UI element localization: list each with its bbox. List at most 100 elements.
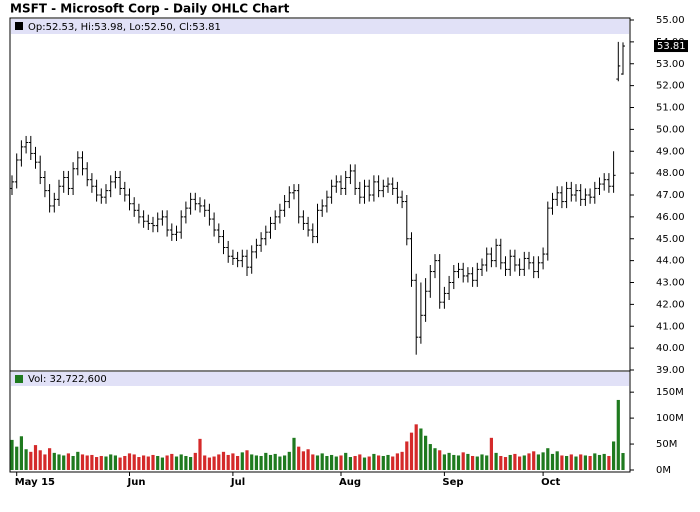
price-info: Op:52.53, Hi:53.98, Lo:52.50, Cl:53.81 bbox=[28, 22, 221, 33]
volume-bar bbox=[113, 455, 117, 470]
volume-bar bbox=[90, 454, 94, 470]
volume-bar bbox=[226, 454, 230, 470]
y-tick-label: 49.00 bbox=[656, 146, 685, 157]
y-tick-label: 50.00 bbox=[656, 124, 685, 135]
volume-bar bbox=[621, 453, 625, 470]
y-tick-label: 100M bbox=[656, 413, 684, 424]
volume-bar bbox=[325, 455, 329, 470]
volume-bar bbox=[189, 457, 193, 470]
volume-bar bbox=[104, 456, 108, 470]
price-panel bbox=[9, 17, 631, 372]
volume-bar bbox=[85, 455, 89, 470]
volume-bar bbox=[339, 455, 343, 470]
y-tick-label: 150M bbox=[656, 387, 684, 398]
y-tick-label: 51.00 bbox=[656, 103, 685, 114]
volume-bar bbox=[381, 455, 385, 470]
volume-bar bbox=[315, 455, 320, 470]
volume-bar bbox=[301, 451, 305, 470]
volume-bar bbox=[320, 453, 324, 470]
volume-bar bbox=[71, 455, 75, 470]
volume-bar bbox=[588, 455, 592, 470]
volume-bar bbox=[475, 456, 479, 470]
volume-bar bbox=[527, 453, 531, 470]
volume-bar bbox=[574, 456, 578, 470]
volume-bar bbox=[245, 450, 249, 470]
y-tick-label: 55.00 bbox=[656, 15, 685, 26]
volume-bar bbox=[99, 455, 103, 470]
volume-bar bbox=[311, 454, 315, 470]
volume-bar bbox=[165, 455, 169, 470]
volume-bar bbox=[560, 455, 564, 470]
volume-bar bbox=[212, 456, 216, 470]
volume-bar bbox=[29, 451, 33, 470]
volume-bar bbox=[541, 452, 545, 470]
volume-bar bbox=[203, 455, 207, 470]
volume-bar bbox=[386, 454, 390, 470]
volume-bar bbox=[62, 455, 66, 470]
volume-bar bbox=[593, 453, 597, 470]
volume-bar bbox=[358, 454, 362, 470]
volume-bar bbox=[522, 455, 526, 470]
volume-bar bbox=[471, 455, 475, 470]
volume-bar bbox=[513, 453, 517, 470]
volume-bar bbox=[123, 455, 127, 470]
x-tick-label: Sep bbox=[442, 477, 463, 488]
y-tick-label: 46.00 bbox=[656, 212, 685, 223]
y-tick-label: 48.00 bbox=[656, 168, 685, 179]
y-tick-label: 47.00 bbox=[656, 190, 685, 201]
volume-bar bbox=[297, 446, 301, 470]
volume-panel bbox=[9, 370, 631, 473]
volume-bar bbox=[536, 454, 540, 470]
volume-bar bbox=[546, 448, 550, 470]
volume-bar bbox=[334, 456, 338, 470]
price-info-strip bbox=[11, 19, 629, 34]
volume-bar bbox=[579, 454, 583, 470]
volume-info-strip bbox=[11, 372, 629, 386]
volume-bar bbox=[43, 454, 47, 470]
volume-bar bbox=[132, 454, 136, 470]
volume-bar bbox=[306, 449, 310, 470]
volume-bar bbox=[367, 456, 371, 470]
volume-bar bbox=[372, 453, 376, 470]
volume-bar bbox=[292, 437, 296, 470]
volume-bar bbox=[409, 432, 414, 470]
volume-bar bbox=[250, 454, 254, 470]
volume-bar bbox=[442, 454, 446, 470]
volume-bar bbox=[353, 455, 357, 470]
volume-bar bbox=[118, 457, 122, 470]
volume-bar bbox=[395, 453, 399, 470]
y-tick-label: 44.00 bbox=[656, 256, 685, 267]
y-tick-label: 43.00 bbox=[656, 278, 685, 289]
volume-bar bbox=[565, 455, 569, 470]
volume-bar bbox=[607, 455, 611, 470]
volume-bar bbox=[348, 457, 352, 470]
volume-bar bbox=[555, 451, 559, 470]
volume-bar bbox=[377, 455, 381, 470]
volume-bar bbox=[66, 453, 70, 470]
volume-bar bbox=[15, 446, 19, 470]
volume-bar bbox=[419, 428, 423, 470]
volume-bar bbox=[424, 435, 428, 470]
y-tick-label: 41.00 bbox=[656, 321, 685, 332]
volume-bar bbox=[259, 455, 263, 470]
volume-bar bbox=[217, 454, 221, 470]
volume-bar bbox=[616, 399, 620, 470]
x-tick-label: Aug bbox=[339, 477, 361, 488]
volume-bar bbox=[198, 438, 202, 470]
volume-bar bbox=[499, 455, 503, 470]
volume-bar bbox=[221, 451, 226, 470]
volume-bar bbox=[24, 449, 28, 470]
volume-bar bbox=[57, 454, 61, 470]
volume-bar bbox=[461, 452, 465, 470]
volume-bar bbox=[518, 456, 522, 470]
volume-bar bbox=[494, 452, 498, 470]
y-tick-label: 39.00 bbox=[656, 365, 685, 376]
volume-bar bbox=[10, 439, 14, 470]
volume-bar bbox=[287, 451, 291, 470]
volume-bar bbox=[414, 424, 418, 470]
volume-bar bbox=[433, 448, 437, 470]
price-icon bbox=[15, 22, 23, 30]
y-tick-label: 40.00 bbox=[656, 343, 685, 354]
y-tick-label: 50M bbox=[656, 439, 677, 450]
